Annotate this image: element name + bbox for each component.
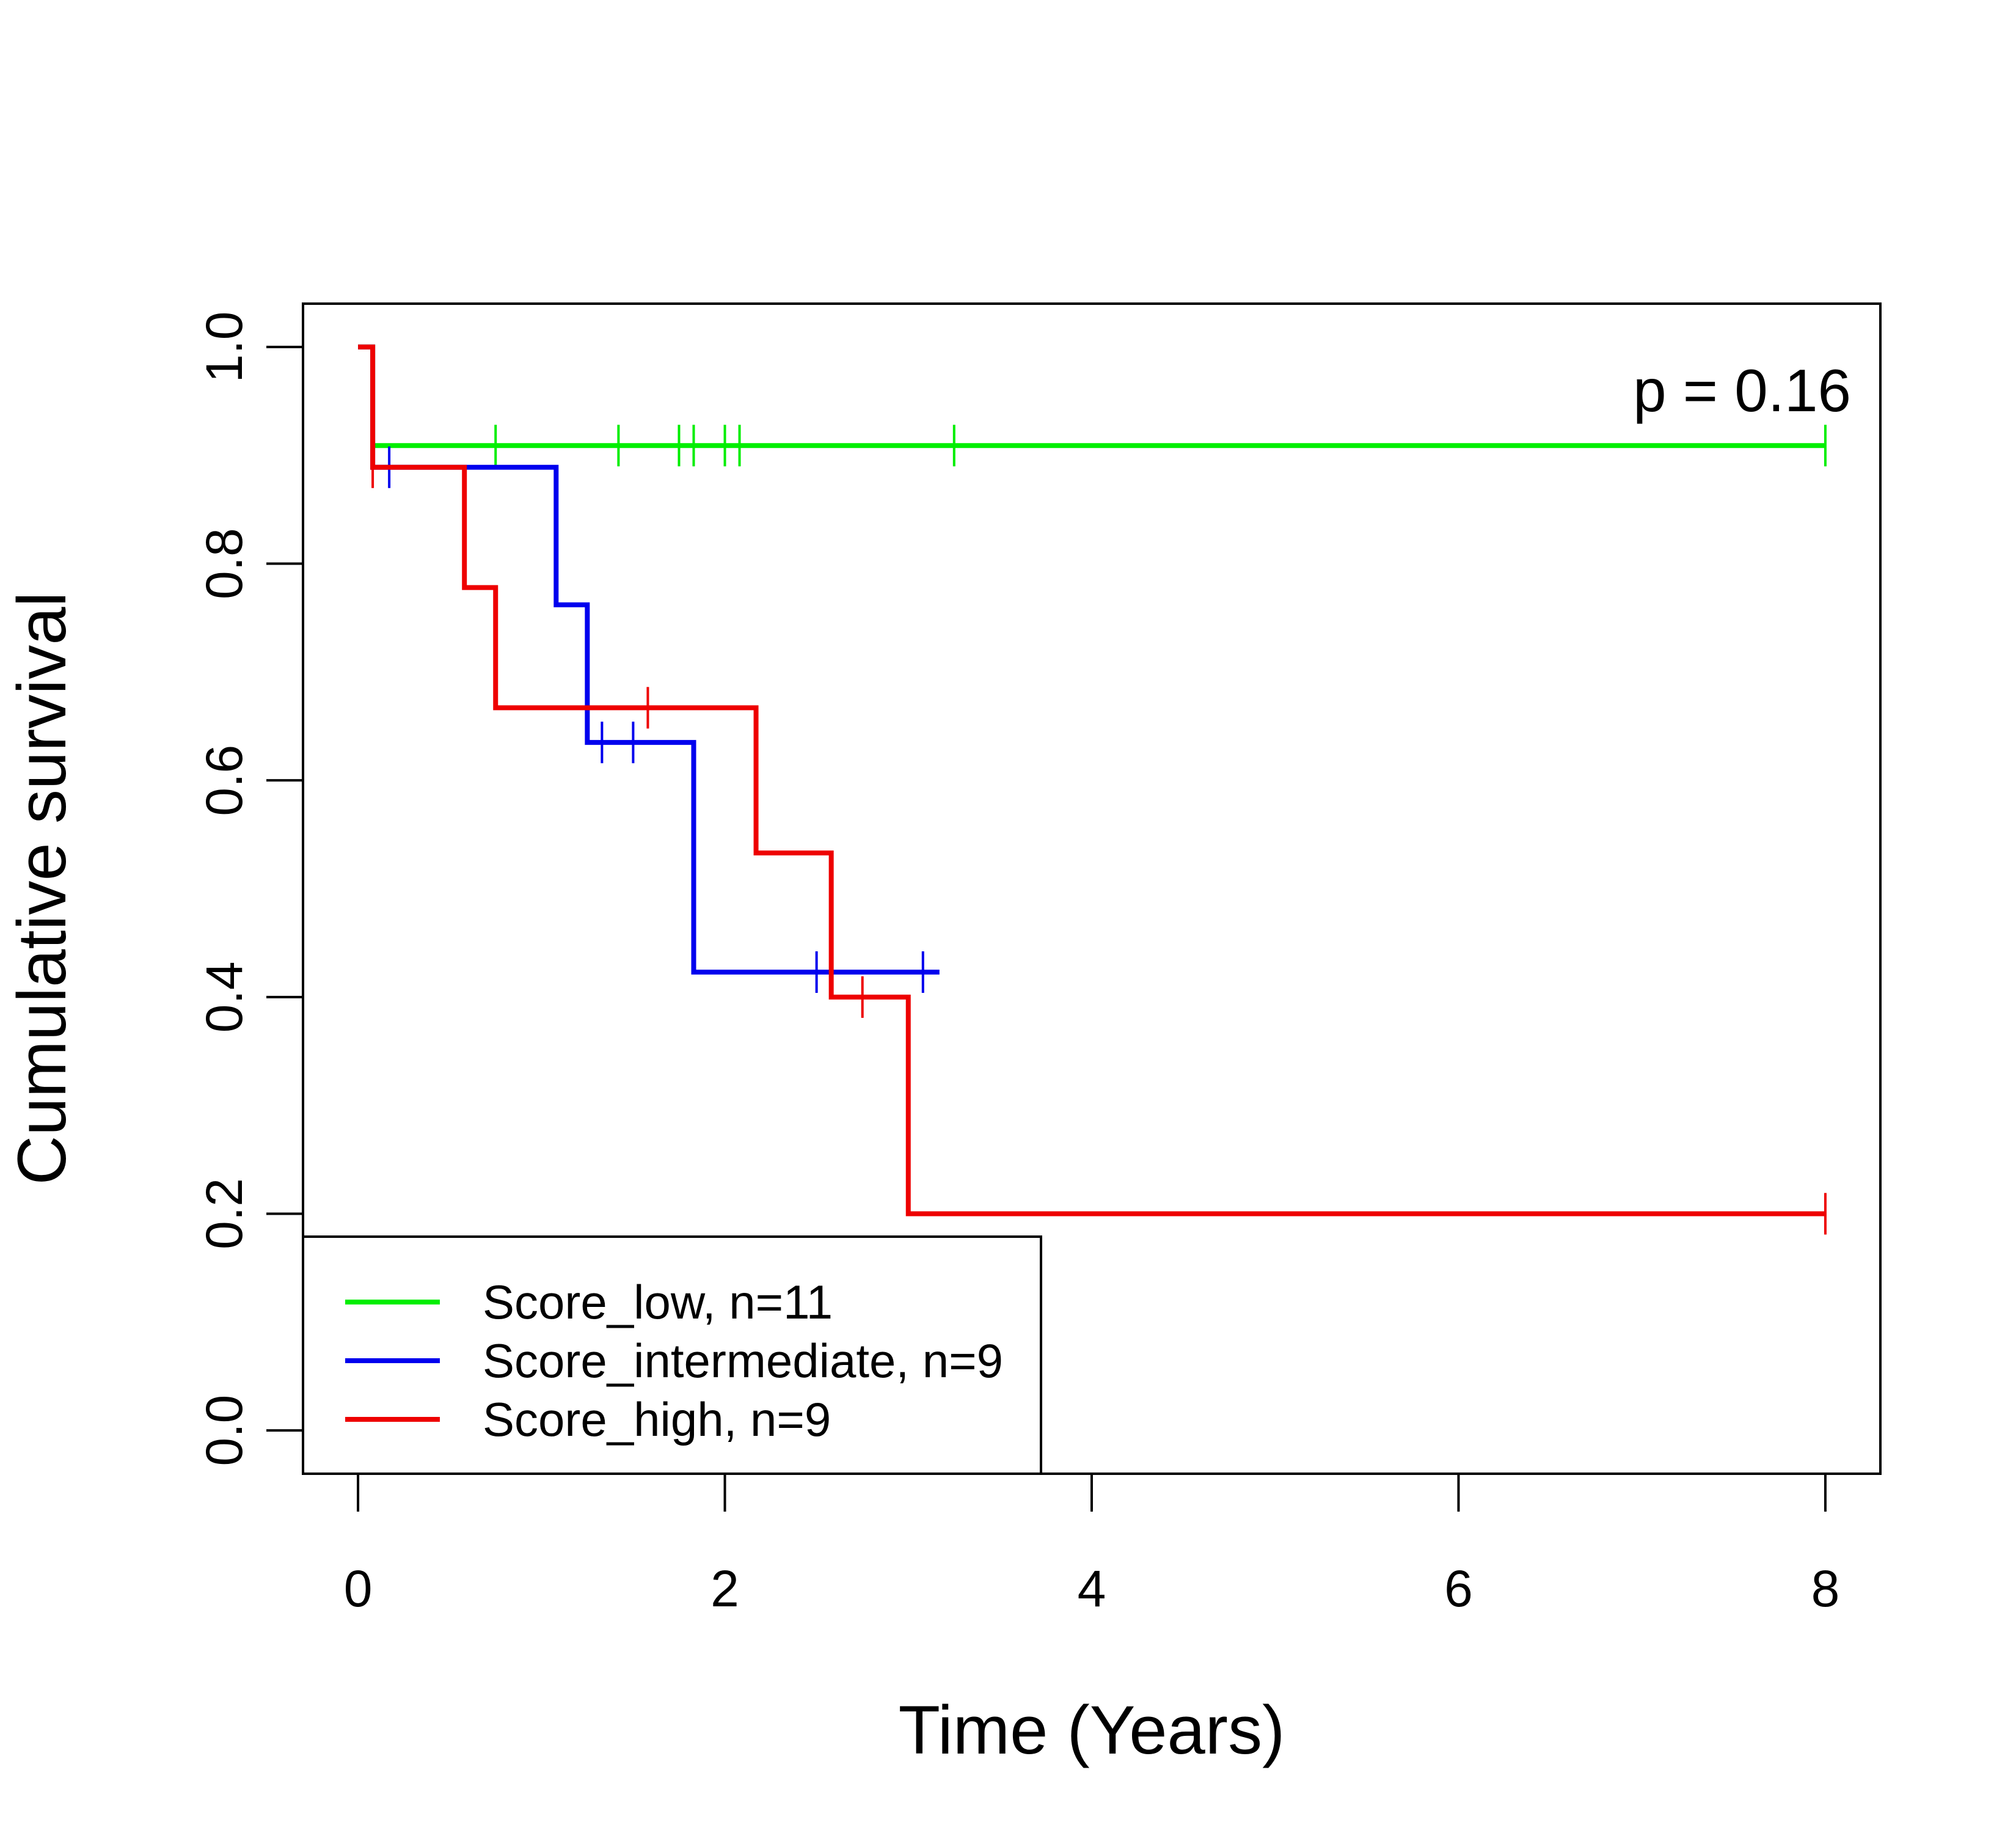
x-tick-label: 0 [344,1560,373,1617]
survival-curve [358,344,1825,1217]
x-axis: 0 2 4 6 8 [344,1474,1840,1617]
legend-label: Score_low, n=11 [483,1275,833,1329]
plot-frame [302,302,1882,1475]
survival-curve [358,344,1825,448]
series-2 [358,344,1827,1235]
legend-label: Score_high, n=9 [483,1392,831,1446]
x-tick-label: 4 [1078,1560,1106,1617]
series-layer [358,344,1827,1235]
y-tick-label: 0.2 [195,1178,253,1249]
x-axis-title: Time (Years) [899,1692,1285,1768]
survival-curve [358,344,940,975]
y-tick-label: 1.0 [195,312,253,383]
x-tick-label: 2 [710,1560,739,1617]
y-tick-label: 0.8 [195,528,253,599]
p-value-annotation: p = 0.16 [1633,357,1851,424]
legend-label: Score_intermediate, n=9 [483,1334,1003,1388]
series-0 [358,344,1827,467]
y-axis-title: Cumulative survival [4,592,80,1185]
y-tick-label: 0.4 [195,961,253,1033]
x-tick-label: 6 [1444,1560,1473,1617]
x-tick-label: 8 [1811,1560,1840,1617]
y-axis: 0.0 0.2 0.4 0.6 0.8 1.0 [195,312,303,1466]
y-tick-label: 0.6 [195,745,253,816]
y-tick-label: 0.0 [195,1395,253,1466]
legend-box [302,1235,1042,1475]
